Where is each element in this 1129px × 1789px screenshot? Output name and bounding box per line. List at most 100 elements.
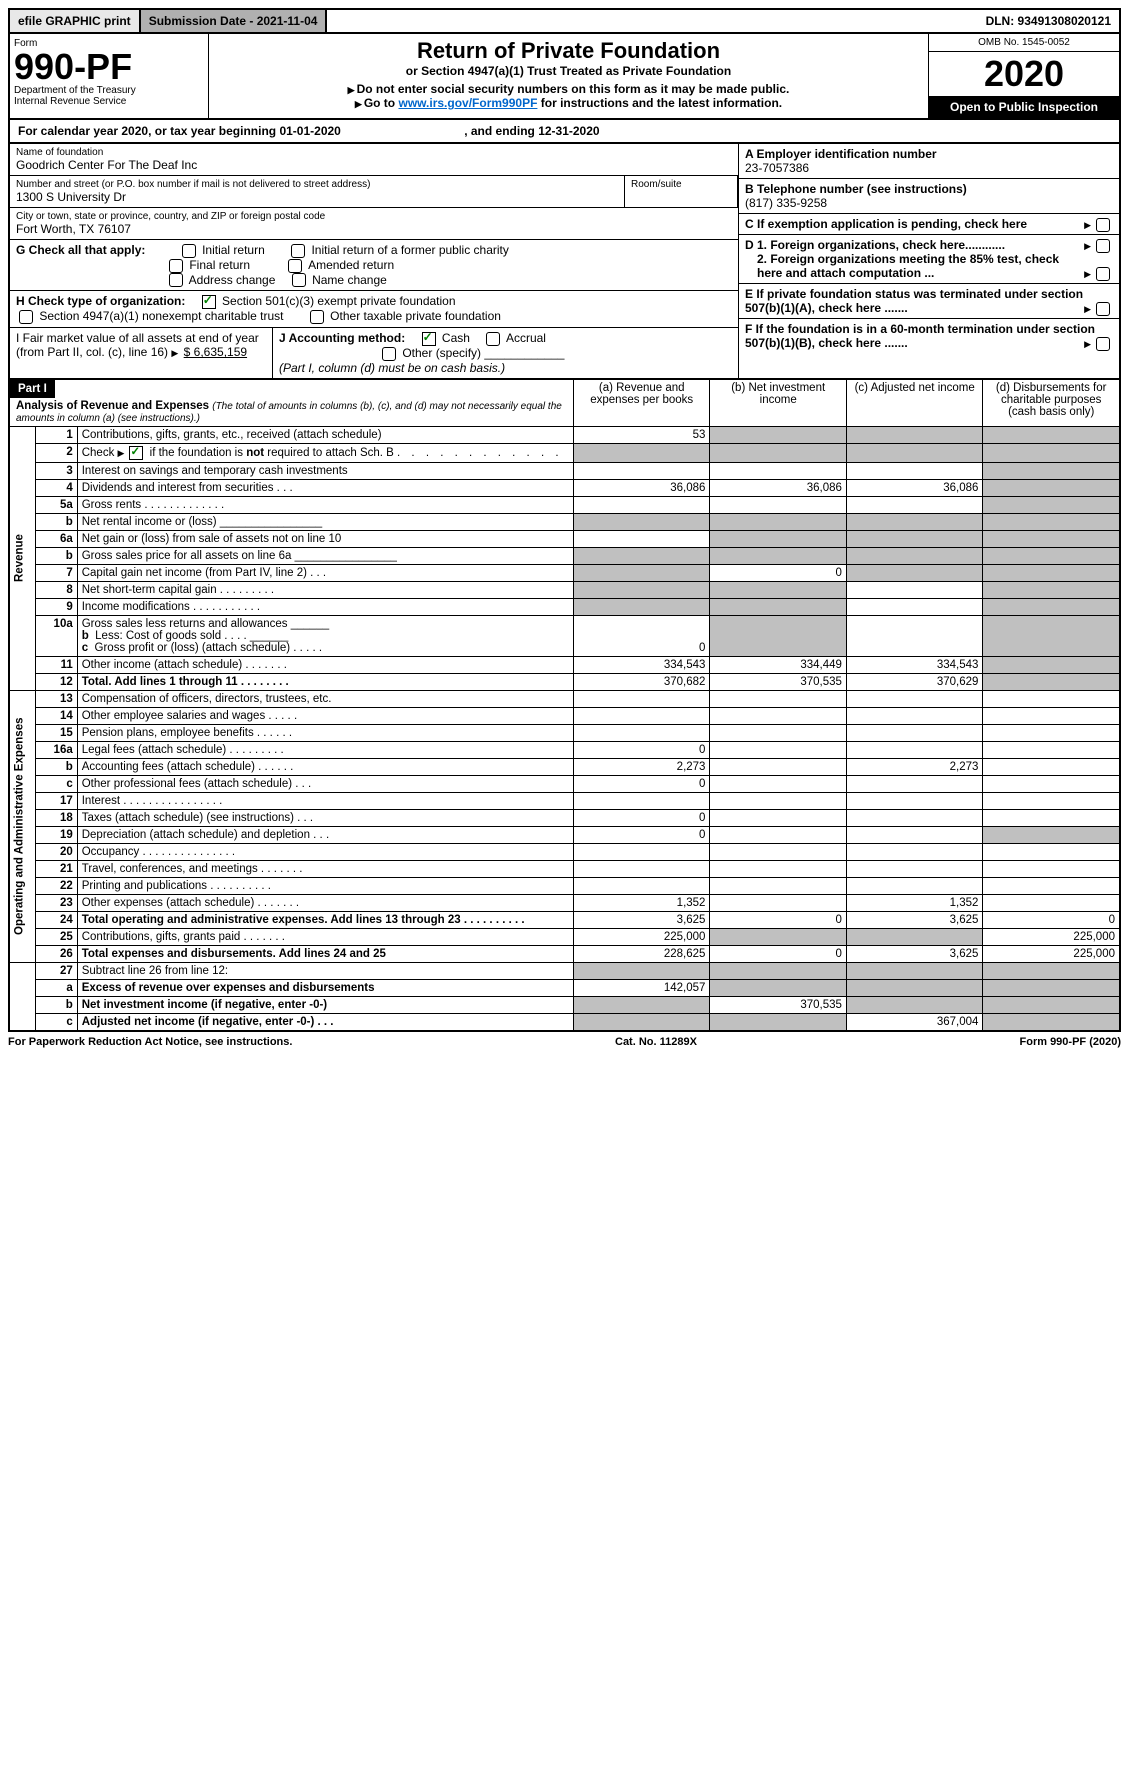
line-16a-num: 16a [36,741,77,758]
efile-print-button[interactable]: efile GRAPHIC print [10,10,141,32]
phone-block: B Telephone number (see instructions) (8… [739,179,1119,214]
line-3-num: 3 [36,462,77,479]
line-4-desc: Dividends and interest from securities .… [77,479,573,496]
line-16b-num: b [36,758,77,775]
line-24-d: 0 [983,911,1120,928]
line-27c-num: c [36,1013,77,1031]
open-public-label: Open to Public Inspection [929,96,1119,118]
line-12-num: 12 [36,673,77,690]
line-22-num: 22 [36,877,77,894]
part1-table: Part I Analysis of Revenue and Expenses … [8,378,1121,1032]
note-ssn: Do not enter social security numbers on … [217,82,920,96]
line-4-num: 4 [36,479,77,496]
line-27a-desc: Excess of revenue over expenses and disb… [77,979,573,996]
section-d: D 1. Foreign organizations, check here..… [739,235,1119,284]
line-24-c: 3,625 [846,911,982,928]
page-footer: For Paperwork Reduction Act Notice, see … [8,1032,1121,1052]
line-2-desc: Check if the foundation is not required … [77,443,573,462]
line-14-num: 14 [36,707,77,724]
line-10a-num: 10a [36,615,77,656]
irs-label: Internal Revenue Service [14,96,204,107]
checkbox-amended-return[interactable] [288,259,302,273]
line-17-num: 17 [36,792,77,809]
line-22-desc: Printing and publications . . . . . . . … [77,877,573,894]
line-15-desc: Pension plans, employee benefits . . . .… [77,724,573,741]
line-8-num: 8 [36,581,77,598]
footer-right: Form 990-PF (2020) [1020,1036,1122,1048]
header-left: Form 990-PF Department of the Treasury I… [10,34,209,118]
checkbox-final-return[interactable] [169,259,183,273]
street-address: 1300 S University Dr [16,190,618,204]
revenue-label: Revenue [9,426,36,690]
line-4-c: 36,086 [846,479,982,496]
line-10a-desc: Gross sales less returns and allowances … [77,615,573,656]
checkbox-cash[interactable] [422,332,436,346]
line-19-a: 0 [573,826,709,843]
checkbox-other-method[interactable] [382,347,396,361]
line-1-a: 53 [573,426,709,443]
foundation-name: Goodrich Center For The Deaf Inc [16,158,732,172]
line-5a-desc: Gross rents . . . . . . . . . . . . . [77,496,573,513]
col-b-header: (b) Net investment income [710,379,846,427]
line-24-desc: Total operating and administrative expen… [77,911,573,928]
section-h: H Check type of organization: Section 50… [10,291,738,328]
line-17-desc: Interest . . . . . . . . . . . . . . . . [77,792,573,809]
line-21-num: 21 [36,860,77,877]
line-6b-desc: Gross sales price for all assets on line… [77,547,573,564]
line-6a-num: 6a [36,530,77,547]
footer-mid: Cat. No. 11289X [615,1036,697,1048]
line-5b-num: b [36,513,77,530]
checkbox-name-change[interactable] [292,273,306,287]
checkbox-initial-former[interactable] [291,244,305,258]
form-number: 990-PF [14,49,204,85]
line-13-desc: Compensation of officers, directors, tru… [77,690,573,707]
line-27b-desc: Net investment income (if negative, ente… [77,996,573,1013]
irs-form-link[interactable]: www.irs.gov/Form990PF [398,96,537,110]
checkbox-d2[interactable] [1096,267,1110,281]
line-7-desc: Capital gain net income (from Part IV, l… [77,564,573,581]
footer-left: For Paperwork Reduction Act Notice, see … [8,1036,292,1048]
checkbox-d1[interactable] [1096,239,1110,253]
line-23-desc: Other expenses (attach schedule) . . . .… [77,894,573,911]
checkbox-other-taxable[interactable] [310,310,324,324]
line-16c-a: 0 [573,775,709,792]
checkbox-initial-return[interactable] [182,244,196,258]
checkbox-c[interactable] [1096,218,1110,232]
line-24-b: 0 [710,911,846,928]
tax-year: 2020 [929,52,1119,96]
line-5b-desc: Net rental income or (loss) ____________… [77,513,573,530]
checkbox-accrual[interactable] [486,332,500,346]
line-1-desc: Contributions, gifts, grants, etc., rece… [77,426,573,443]
line-2-num: 2 [36,443,77,462]
foundation-name-block: Name of foundation Goodrich Center For T… [10,144,738,176]
top-bar: efile GRAPHIC print Submission Date - 20… [8,8,1121,34]
col-d-header: (d) Disbursements for charitable purpose… [983,379,1120,427]
line-26-c: 3,625 [846,945,982,962]
checkbox-501c3[interactable] [202,295,216,309]
line-6a-desc: Net gain or (loss) from sale of assets n… [77,530,573,547]
checkbox-address-change[interactable] [169,273,183,287]
checkbox-4947a1[interactable] [19,310,33,324]
line-12-c: 370,629 [846,673,982,690]
section-f: F If the foundation is in a 60-month ter… [739,319,1119,353]
checkbox-f[interactable] [1096,337,1110,351]
ein-value: 23-7057386 [745,161,1113,175]
calendar-year-row: For calendar year 2020, or tax year begi… [8,120,1121,144]
ein-block: A Employer identification number 23-7057… [739,144,1119,179]
checkbox-sch-b[interactable] [129,446,143,460]
line-7-num: 7 [36,564,77,581]
line-26-desc: Total expenses and disbursements. Add li… [77,945,573,962]
line-11-c: 334,543 [846,656,982,673]
line-26-num: 26 [36,945,77,962]
checkbox-e[interactable] [1096,302,1110,316]
line-18-a: 0 [573,809,709,826]
col-c-header: (c) Adjusted net income [846,379,982,427]
info-section: Name of foundation Goodrich Center For T… [8,144,1121,378]
line-11-desc: Other income (attach schedule) . . . . .… [77,656,573,673]
form-subtitle: or Section 4947(a)(1) Trust Treated as P… [217,64,920,78]
line-23-a: 1,352 [573,894,709,911]
line-21-desc: Travel, conferences, and meetings . . . … [77,860,573,877]
line-16c-desc: Other professional fees (attach schedule… [77,775,573,792]
section-c: C If exemption application is pending, c… [739,214,1119,235]
line-16c-num: c [36,775,77,792]
